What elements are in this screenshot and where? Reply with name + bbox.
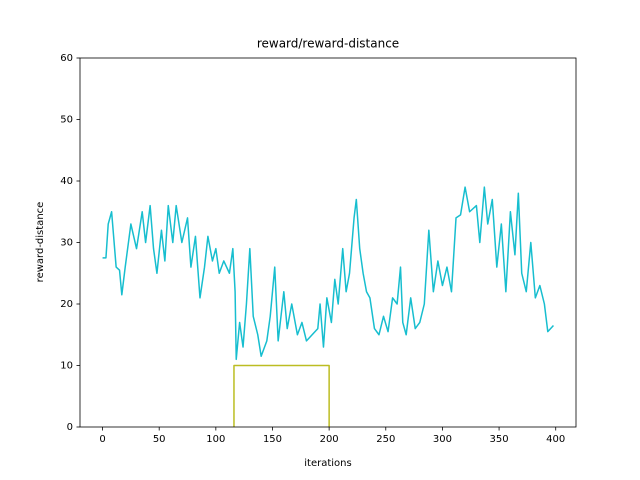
data-line: [102, 186, 555, 361]
x-tick-label: 0: [99, 434, 105, 445]
y-axis-label: reward-distance: [35, 202, 46, 283]
y-tick-label: 30: [60, 238, 73, 249]
chart-title: reward/reward-distance: [257, 37, 399, 51]
y-tick-label: 20: [60, 299, 73, 310]
y-tick-label: 10: [60, 361, 73, 372]
plot-frame: [79, 57, 577, 428]
x-tick-label: 400: [546, 434, 565, 445]
x-axis-label: iterations: [304, 458, 351, 469]
x-tick-label: 300: [433, 434, 452, 445]
x-tick-label: 100: [206, 434, 225, 445]
x-tick-label: 50: [153, 434, 166, 445]
data-line: [233, 364, 330, 427]
x-tick-label: 350: [490, 434, 509, 445]
y-tick-label: 40: [60, 176, 73, 187]
y-tick-label: 0: [67, 422, 73, 433]
x-tick-label: 150: [263, 434, 282, 445]
y-tick-label: 50: [60, 115, 73, 126]
x-tick-label: 250: [376, 434, 395, 445]
x-tick-label: 200: [320, 434, 339, 445]
y-tick-label: 60: [60, 53, 73, 64]
